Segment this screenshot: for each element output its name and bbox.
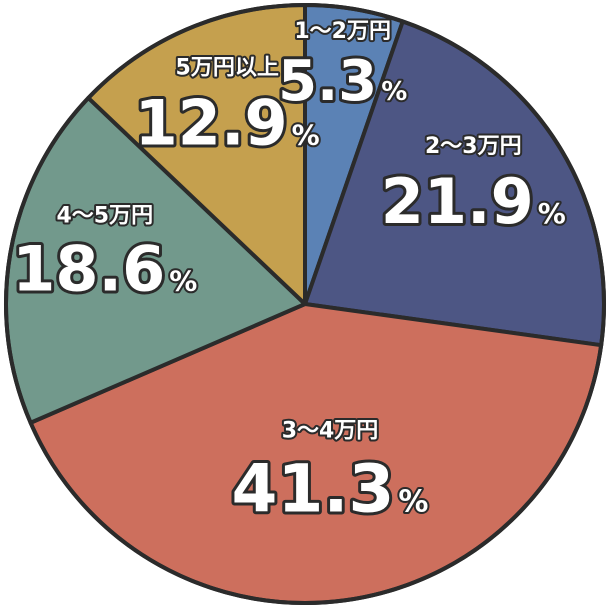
slice-unit: % xyxy=(538,197,566,230)
slice-unit: % xyxy=(381,77,407,107)
slice-category-label: 3〜4万円 xyxy=(282,419,379,444)
pie-outline xyxy=(4,3,606,605)
slice-category-label: 5万円以上 xyxy=(176,56,279,81)
slice-percent-label: 12.9% xyxy=(135,87,320,160)
slice-unit: % xyxy=(398,485,428,520)
slice-value: 5.3 xyxy=(278,49,377,114)
slice-category-label: 1〜2万円 xyxy=(294,19,391,44)
slice-unit: % xyxy=(292,119,320,152)
slice-percent-label: 21.9% xyxy=(381,165,566,238)
slice-category-label: 4〜5万円 xyxy=(56,203,153,228)
slice-value: 41.3 xyxy=(232,451,395,528)
slice-value: 12.9 xyxy=(135,87,288,160)
slice-category-label: 2〜3万円 xyxy=(425,134,522,159)
slice-percent-label: 41.3% xyxy=(232,451,429,528)
slice-value: 18.6 xyxy=(12,232,165,305)
slice-percent-label: 5.3% xyxy=(278,49,407,114)
slice-value: 21.9 xyxy=(381,165,534,238)
slice-percent-label: 18.6% xyxy=(12,232,197,305)
slice-unit: % xyxy=(169,264,197,297)
